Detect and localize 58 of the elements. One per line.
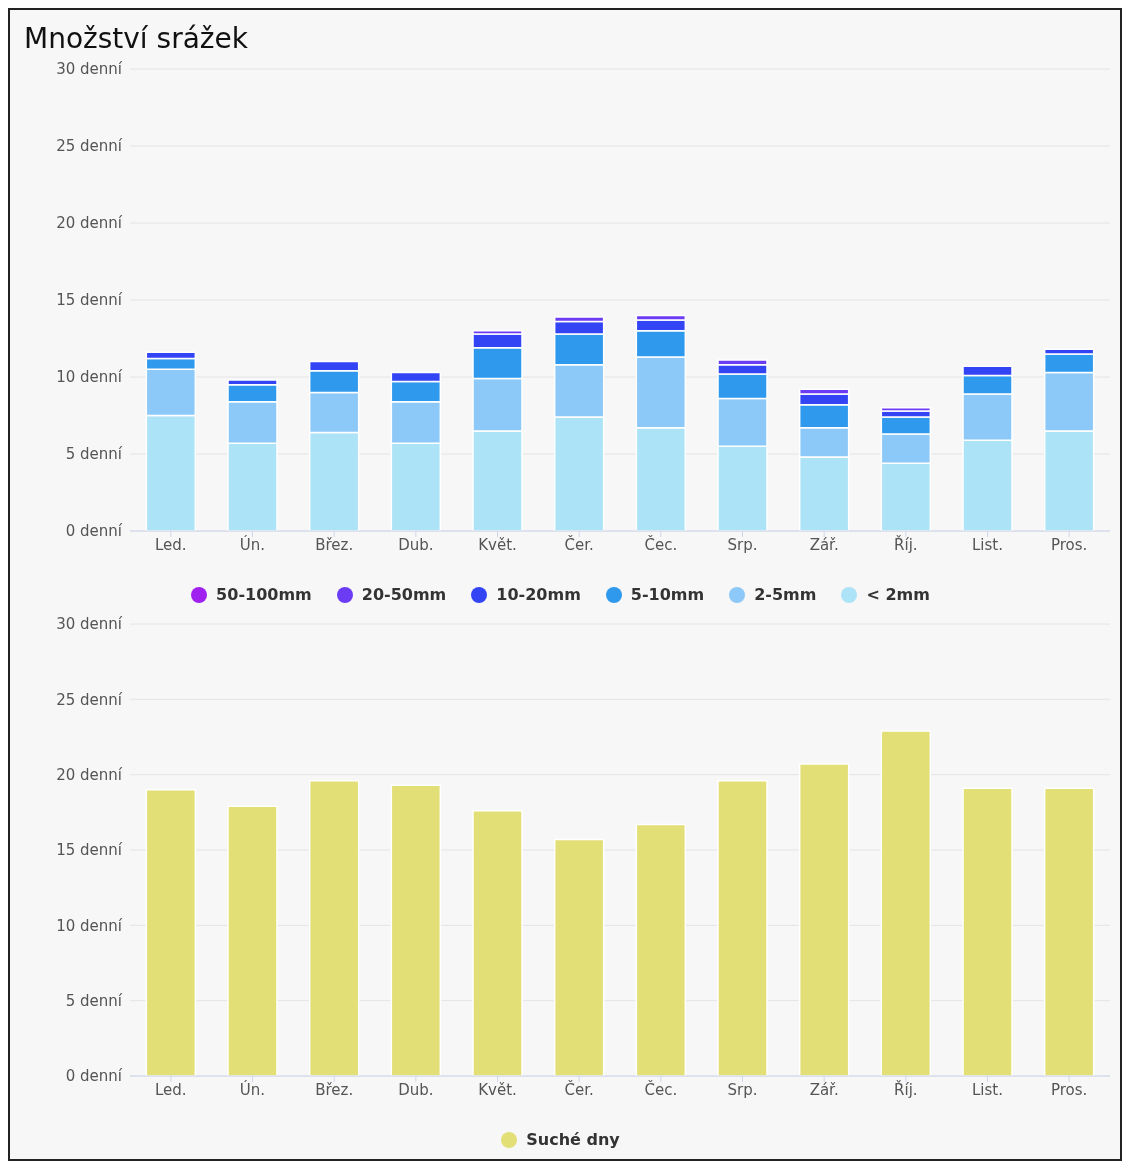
x-tick-label: Srp. [727,535,758,554]
bar [880,730,932,1076]
x-tick-label: Dub. [398,1080,434,1099]
y-tick-label: 10 denní [56,368,123,387]
y-tick-label: 0 denní [65,1067,123,1086]
bar [635,823,687,1076]
x-tick-label: Srp. [727,1080,758,1099]
x-tick-label: List. [972,1080,1003,1099]
y-tick-label: 25 denní [56,137,123,156]
x-tick-label: Čec. [644,534,678,554]
y-tick-label: 20 denní [56,765,123,784]
bar [1043,787,1095,1076]
legend-label: 10-20mm [496,585,581,604]
x-tick-label: List. [972,535,1003,554]
x-tick-label: Říj. [894,534,918,554]
y-tick-label: 25 denní [56,690,123,709]
y-tick-label: 30 denní [56,615,123,634]
legend-label: 20-50mm [361,585,447,604]
y-tick-label: 10 denní [56,916,123,935]
x-tick-label: Břez. [315,535,354,554]
x-tick-label: Čer. [564,534,594,554]
bar [798,763,850,1076]
x-tick-label: Ún. [239,534,266,554]
y-tick-label: 20 denní [56,214,123,233]
x-tick-label: Říj. [894,1079,918,1099]
x-tick-label: Zář. [809,535,839,554]
x-tick-label: Zář. [809,1080,839,1099]
x-tick-label: Břez. [315,1080,354,1099]
y-tick-label: 30 denní [56,60,123,79]
y-tick-label: 15 denní [56,291,123,310]
legend-label: 2-5mm [754,585,817,604]
bar [227,805,278,1076]
y-tick-label: 5 denní [65,445,123,464]
chart-title: Množství srážek [23,21,249,57]
legend-label: < 2mm [866,585,930,604]
y-tick-label: 15 denní [56,841,123,860]
x-tick-label: Led. [155,535,187,554]
bar [308,779,360,1076]
x-tick-label: Květ. [478,535,517,554]
bar [717,779,768,1076]
bar [553,838,605,1076]
bar [472,810,523,1076]
y-tick-label: 0 denní [65,522,123,541]
x-tick-label: Dub. [398,535,434,554]
legend-label: 50-100mm [216,585,312,604]
y-tick-label: 5 denní [65,991,123,1010]
x-tick-label: Led. [155,1080,187,1099]
x-tick-label: Ún. [239,1079,266,1099]
x-tick-label: Čer. [564,1079,594,1099]
x-tick-label: Pros. [1050,1080,1088,1099]
x-tick-label: Pros. [1050,535,1088,554]
x-tick-label: Květ. [478,1080,517,1099]
bar [962,787,1013,1076]
x-tick-label: Čec. [644,1079,678,1099]
bar [390,784,442,1076]
legend-label: 5-10mm [630,585,705,604]
legend-label: Suché dny [526,1130,620,1149]
bar [145,788,197,1076]
